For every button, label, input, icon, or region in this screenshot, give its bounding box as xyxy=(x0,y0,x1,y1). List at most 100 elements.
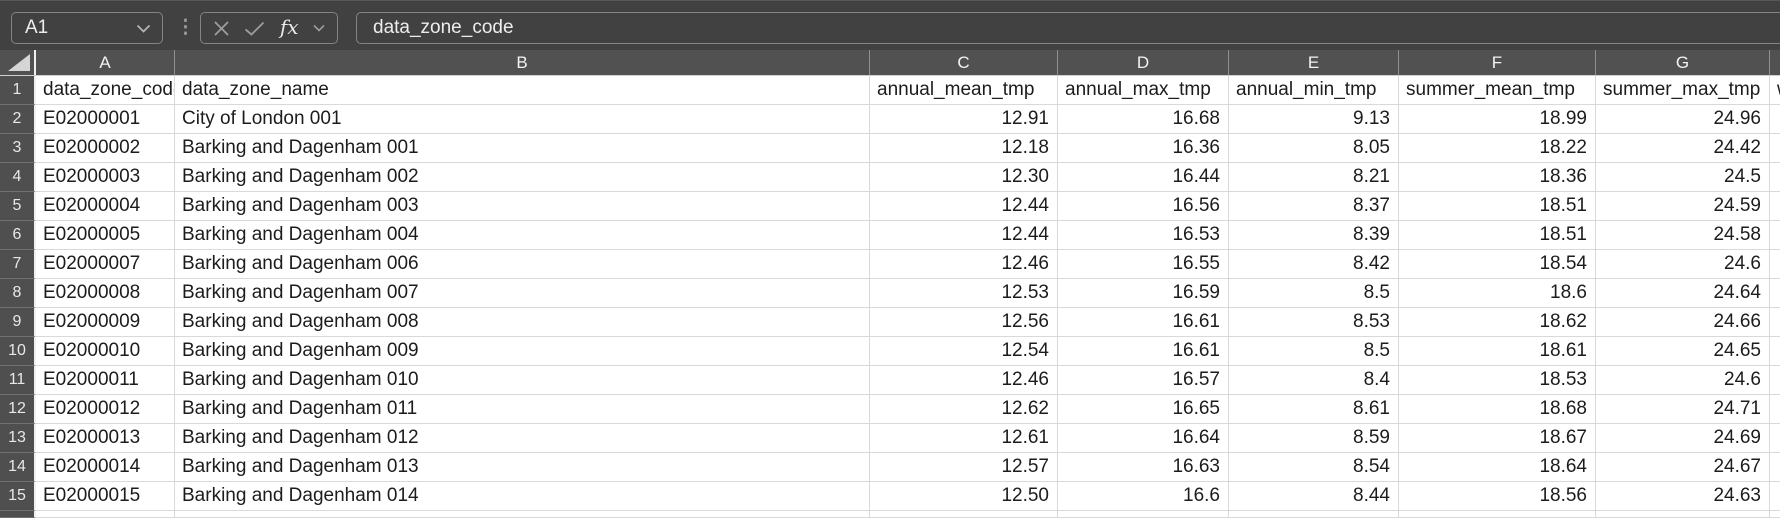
cell[interactable]: 18.67 xyxy=(1399,424,1596,453)
cell[interactable]: Barking and Dagenham 008 xyxy=(175,308,870,337)
select-all-button[interactable] xyxy=(0,50,36,75)
cell-partial[interactable] xyxy=(1770,134,1780,163)
cell[interactable]: 8.37 xyxy=(1229,192,1399,221)
cell[interactable]: Barking and Dagenham 001 xyxy=(175,134,870,163)
cell-partial[interactable] xyxy=(1770,105,1780,134)
cell[interactable]: 9.13 xyxy=(1229,105,1399,134)
cell[interactable]: 12.50 xyxy=(870,482,1058,511)
row-number[interactable]: 8 xyxy=(0,279,36,308)
cell[interactable]: 12.53 xyxy=(870,279,1058,308)
cell-partial[interactable]: w xyxy=(1770,76,1780,105)
cell[interactable]: E02000009 xyxy=(36,308,175,337)
row-number[interactable]: 6 xyxy=(0,221,36,250)
cell[interactable]: 18.6 xyxy=(1399,279,1596,308)
cell[interactable]: E02000012 xyxy=(36,395,175,424)
cell-partial[interactable] xyxy=(1770,424,1780,453)
column-header-g[interactable]: G xyxy=(1596,50,1770,75)
cell[interactable]: Barking and Dagenham 004 xyxy=(175,221,870,250)
cell[interactable]: E02000015 xyxy=(36,482,175,511)
cell[interactable]: 18.62 xyxy=(1399,308,1596,337)
row-number[interactable]: 10 xyxy=(0,337,36,366)
cell-partial[interactable] xyxy=(1770,250,1780,279)
header-cell[interactable]: data_zone_code xyxy=(36,76,175,105)
cell[interactable]: 8.21 xyxy=(1229,163,1399,192)
cell[interactable]: 12.46 xyxy=(870,250,1058,279)
cell[interactable] xyxy=(36,511,175,518)
cell[interactable]: 8.39 xyxy=(1229,221,1399,250)
cell[interactable]: 18.61 xyxy=(1399,337,1596,366)
cell[interactable]: E02000010 xyxy=(36,337,175,366)
cell[interactable]: Barking and Dagenham 011 xyxy=(175,395,870,424)
column-header-d[interactable]: D xyxy=(1058,50,1229,75)
row-number[interactable]: 15 xyxy=(0,482,36,511)
cell[interactable]: 18.22 xyxy=(1399,134,1596,163)
cell[interactable]: Barking and Dagenham 012 xyxy=(175,424,870,453)
cell[interactable]: Barking and Dagenham 010 xyxy=(175,366,870,395)
cell[interactable] xyxy=(870,511,1058,518)
cell[interactable]: 24.64 xyxy=(1596,279,1770,308)
cell-partial[interactable] xyxy=(1770,337,1780,366)
function-wizard-button[interactable]: fx xyxy=(279,15,299,39)
name-box[interactable]: A1 xyxy=(11,12,163,44)
cell[interactable]: 8.42 xyxy=(1229,250,1399,279)
cell[interactable]: 18.99 xyxy=(1399,105,1596,134)
cell[interactable]: City of London 001 xyxy=(175,105,870,134)
cell[interactable]: 24.42 xyxy=(1596,134,1770,163)
row-number[interactable]: 1 xyxy=(0,76,36,105)
cell[interactable]: 12.62 xyxy=(870,395,1058,424)
cell[interactable]: 18.53 xyxy=(1399,366,1596,395)
x-mark-icon[interactable] xyxy=(213,20,230,37)
row-number[interactable]: 9 xyxy=(0,308,36,337)
cell[interactable]: 16.44 xyxy=(1058,163,1229,192)
cell[interactable]: 16.61 xyxy=(1058,337,1229,366)
cell-partial[interactable] xyxy=(1770,279,1780,308)
vertical-ellipsis-icon[interactable]: ⋮ xyxy=(176,16,195,38)
formula-input[interactable]: data_zone_code xyxy=(356,12,1780,44)
header-cell[interactable]: annual_mean_tmp xyxy=(870,76,1058,105)
cell[interactable]: 24.58 xyxy=(1596,221,1770,250)
cell[interactable]: 12.18 xyxy=(870,134,1058,163)
cell[interactable]: 16.64 xyxy=(1058,424,1229,453)
column-header-c[interactable]: C xyxy=(870,50,1058,75)
row-number[interactable]: 14 xyxy=(0,453,36,482)
cell[interactable]: 12.44 xyxy=(870,192,1058,221)
cell[interactable]: 12.57 xyxy=(870,453,1058,482)
cell[interactable]: Barking and Dagenham 014 xyxy=(175,482,870,511)
cell[interactable]: E02000002 xyxy=(36,134,175,163)
cell[interactable]: 24.69 xyxy=(1596,424,1770,453)
cell[interactable]: E02000014 xyxy=(36,453,175,482)
cell[interactable] xyxy=(1229,511,1399,518)
cell[interactable]: Barking and Dagenham 007 xyxy=(175,279,870,308)
header-cell[interactable]: summer_max_tmp xyxy=(1596,76,1770,105)
cell[interactable]: E02000007 xyxy=(36,250,175,279)
cell[interactable]: 16.63 xyxy=(1058,453,1229,482)
cell[interactable]: 18.68 xyxy=(1399,395,1596,424)
row-number[interactable]: 11 xyxy=(0,366,36,395)
cell-partial[interactable] xyxy=(1770,395,1780,424)
cell-partial[interactable] xyxy=(1770,511,1780,518)
cell[interactable]: 12.91 xyxy=(870,105,1058,134)
cell[interactable]: 16.59 xyxy=(1058,279,1229,308)
cell[interactable]: 16.61 xyxy=(1058,308,1229,337)
cell[interactable]: 8.5 xyxy=(1229,279,1399,308)
cell-partial[interactable] xyxy=(1770,163,1780,192)
cell[interactable]: E02000011 xyxy=(36,366,175,395)
row-number[interactable]: 3 xyxy=(0,134,36,163)
row-number[interactable]: 2 xyxy=(0,105,36,134)
column-header-f[interactable]: F xyxy=(1399,50,1596,75)
cell[interactable]: 16.36 xyxy=(1058,134,1229,163)
cell[interactable]: 8.5 xyxy=(1229,337,1399,366)
cell[interactable]: Barking and Dagenham 009 xyxy=(175,337,870,366)
cell[interactable]: 18.56 xyxy=(1399,482,1596,511)
row-number[interactable]: 12 xyxy=(0,395,36,424)
cell[interactable]: Barking and Dagenham 003 xyxy=(175,192,870,221)
cell[interactable]: 8.54 xyxy=(1229,453,1399,482)
cell[interactable]: 24.6 xyxy=(1596,366,1770,395)
cell[interactable]: 16.55 xyxy=(1058,250,1229,279)
cell[interactable]: 12.46 xyxy=(870,366,1058,395)
cell[interactable]: 24.96 xyxy=(1596,105,1770,134)
check-mark-icon[interactable] xyxy=(244,21,265,36)
column-header-b[interactable]: B xyxy=(175,50,870,75)
cell[interactable]: 12.56 xyxy=(870,308,1058,337)
cell[interactable]: 24.67 xyxy=(1596,453,1770,482)
